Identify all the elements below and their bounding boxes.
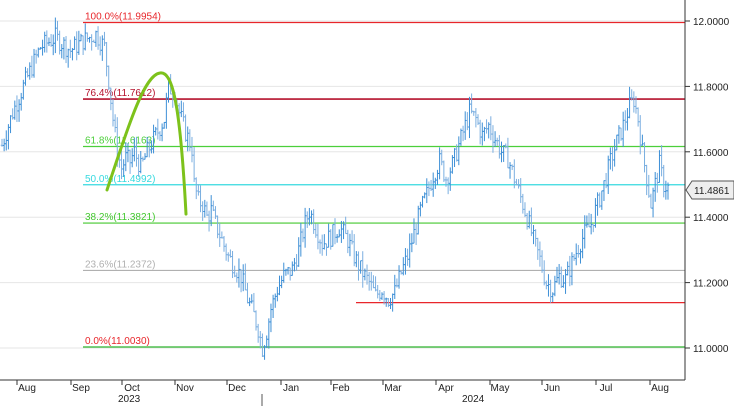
- x-tick-label: Nov: [176, 383, 194, 394]
- fib-level-label: 100.0%(11.9954): [85, 12, 161, 23]
- x-tick-label: Oct: [124, 383, 140, 394]
- y-tick-label: 11.4000: [693, 213, 729, 224]
- y-tick-label: 11.0000: [693, 344, 729, 355]
- y-axis-ticks: 12.0000 11.8000 11.6000 11.4000 11.2000 11.00…: [685, 17, 730, 355]
- plot-area: 100.0%(11.9954) 76.4%(11.7612) 61.8%(11.61…: [0, 0, 685, 380]
- plot-background: [0, 0, 685, 380]
- y-axis: 12.0000 11.8000 11.6000 11.4000 11.2000 11.00…: [684, 0, 734, 380]
- y-tick-label: 11.2000: [693, 279, 729, 290]
- fibonacci-labels: 100.0%(11.9954) 76.4%(11.7612) 61.8%(11.61…: [85, 12, 161, 348]
- last-price-arrow: [685, 180, 734, 200]
- year-label-2024: 2024: [462, 394, 485, 405]
- fib-level-label: 38.2%(11.3821): [85, 212, 155, 223]
- fib-level-label: 0.0%(11.0030): [85, 336, 150, 347]
- y-tick-label: 11.6000: [693, 148, 729, 159]
- x-tick-label: Jul: [600, 383, 613, 394]
- fib-level-label: 23.6%(11.2372): [85, 259, 155, 270]
- annotation-arc: [105, 71, 188, 216]
- x-tick-label: Jan: [283, 383, 299, 394]
- x-tick-label: Jun: [544, 383, 560, 394]
- x-tick-label: Sep: [72, 383, 90, 394]
- price-bars: [0, 17, 670, 360]
- x-tick-label: Dec: [228, 383, 246, 394]
- x-tick-label: Aug: [651, 383, 669, 394]
- x-tick-label: May: [491, 383, 510, 394]
- x-axis-ticks: Aug Sep Oct Nov Dec Jan Feb Mar Apr May Jun Jul Aug: [16, 380, 669, 394]
- x-axis: Aug Sep Oct Nov Dec Jan Feb Mar Apr May Jun Jul Aug …: [0, 379, 685, 406]
- horizontal-gridlines: [0, 20, 685, 349]
- last-price-marker: 11.4861: [685, 180, 734, 200]
- fib-level-label: 76.4%(11.7612): [85, 88, 155, 99]
- x-tick-label: Feb: [332, 383, 350, 394]
- x-tick-label: Mar: [384, 383, 402, 394]
- y-tick-label: 11.8000: [693, 82, 729, 93]
- fib-level-label: 61.8%(11.6163): [85, 135, 155, 146]
- x-tick-label: Aug: [18, 383, 36, 394]
- x-tick-label: Apr: [438, 383, 454, 394]
- y-tick-label: 12.0000: [693, 17, 730, 28]
- year-label-2023: 2023: [118, 394, 141, 405]
- fib-level-label: 50.0%(11.4992): [85, 174, 155, 185]
- last-price-label: 11.4861: [694, 186, 730, 197]
